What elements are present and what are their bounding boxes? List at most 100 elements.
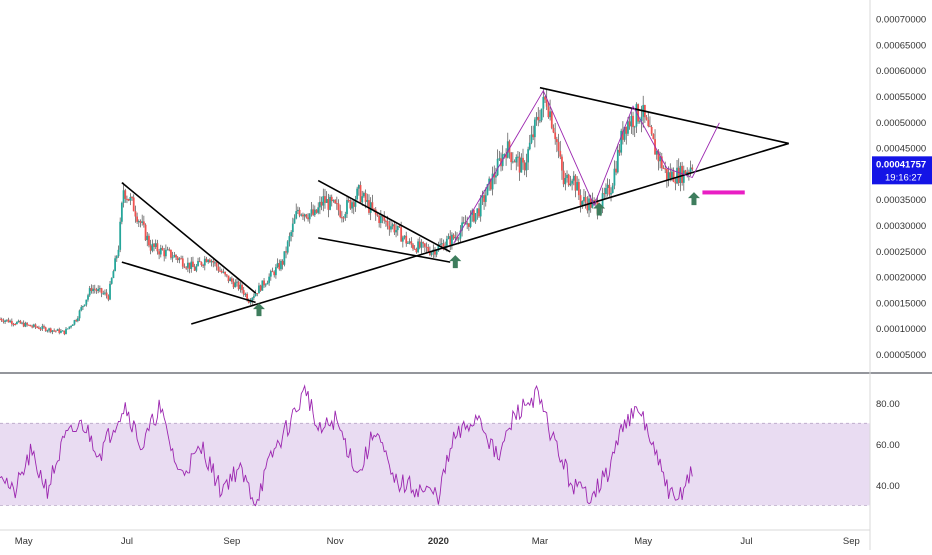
candle-body bbox=[339, 210, 342, 218]
candle-body bbox=[674, 182, 677, 184]
candle-body bbox=[149, 245, 152, 251]
candle-body bbox=[131, 196, 133, 198]
candle-body bbox=[405, 235, 408, 244]
candle-body bbox=[281, 260, 284, 265]
candle-body bbox=[591, 200, 594, 208]
candle-body bbox=[505, 154, 507, 158]
candle-body bbox=[65, 328, 67, 335]
candle-body bbox=[320, 201, 323, 206]
candle-body bbox=[466, 223, 469, 225]
candle-body bbox=[557, 142, 560, 151]
candle-body bbox=[359, 185, 362, 203]
candle-body bbox=[379, 215, 382, 223]
candle-body bbox=[285, 251, 287, 253]
candle-body bbox=[258, 285, 260, 294]
candle-body bbox=[325, 199, 328, 203]
candle-body bbox=[552, 127, 555, 133]
candle-body bbox=[605, 188, 607, 194]
price-pane bbox=[0, 86, 789, 336]
candle-body bbox=[298, 209, 301, 216]
price-axis-label: 0.00035000 bbox=[876, 195, 926, 206]
candle-body bbox=[489, 178, 492, 190]
candle-body bbox=[82, 306, 84, 308]
candle-body bbox=[581, 201, 584, 206]
candle-body bbox=[236, 281, 238, 283]
candle-body bbox=[445, 238, 448, 246]
candle-body bbox=[665, 168, 668, 181]
candle-body bbox=[435, 250, 438, 255]
candle-body bbox=[571, 180, 574, 184]
candle-body bbox=[158, 251, 161, 255]
candle-body bbox=[307, 217, 309, 220]
candle-body bbox=[134, 211, 137, 217]
candle-body bbox=[54, 330, 57, 332]
candle-body bbox=[43, 326, 45, 328]
candle-body bbox=[486, 184, 489, 196]
candle-body bbox=[293, 218, 296, 224]
time-axis-label: Jul bbox=[740, 536, 752, 547]
candle-body bbox=[337, 203, 340, 211]
candle-body bbox=[503, 154, 506, 156]
candle-body bbox=[313, 209, 316, 216]
candle-body bbox=[400, 227, 403, 242]
candle-body bbox=[583, 196, 585, 202]
candle-body bbox=[430, 252, 433, 255]
rsi-axis-label: 60.00 bbox=[876, 440, 900, 451]
candle-body bbox=[427, 247, 430, 252]
candle-body bbox=[83, 304, 86, 307]
candle-body bbox=[662, 168, 665, 170]
candle-body bbox=[70, 325, 72, 327]
candle-body bbox=[126, 198, 128, 200]
candle-body bbox=[87, 295, 89, 300]
price-axis-label: 0.00070000 bbox=[876, 15, 926, 26]
candle-body bbox=[547, 106, 550, 118]
candle-body bbox=[263, 280, 265, 286]
candle-body bbox=[566, 174, 568, 179]
candle-body bbox=[418, 241, 421, 248]
candle-body bbox=[495, 175, 497, 178]
candle-body bbox=[186, 262, 189, 268]
candle-body bbox=[14, 324, 17, 326]
candle-body bbox=[601, 193, 604, 209]
candle-body bbox=[335, 203, 338, 205]
candle-body bbox=[561, 156, 563, 171]
candle-body bbox=[550, 111, 553, 128]
time-axis-label: Nov bbox=[327, 536, 344, 547]
candle-body bbox=[528, 142, 531, 150]
candle-body bbox=[303, 214, 306, 217]
candle-body bbox=[12, 324, 15, 326]
candle-body bbox=[296, 209, 299, 212]
candle-body bbox=[413, 248, 416, 250]
candle-body bbox=[364, 192, 367, 202]
candle-body bbox=[366, 200, 369, 202]
candle-body bbox=[660, 156, 663, 169]
candle-body bbox=[467, 223, 470, 227]
candle-body bbox=[434, 249, 436, 255]
candle-body bbox=[332, 200, 335, 202]
candle-body bbox=[349, 200, 352, 209]
candle-body bbox=[672, 171, 675, 183]
candle-body bbox=[208, 259, 211, 263]
candle-body bbox=[689, 167, 692, 173]
price-tag-countdown: 19:16:27 bbox=[885, 172, 922, 183]
candle-body bbox=[625, 126, 628, 134]
rsi-axis-label: 40.00 bbox=[876, 481, 900, 492]
candle-body bbox=[407, 242, 409, 244]
candle-body bbox=[342, 217, 345, 219]
candle-body bbox=[396, 225, 399, 231]
candle-body bbox=[168, 249, 171, 251]
candle-body bbox=[368, 200, 370, 213]
candle-body bbox=[217, 266, 220, 271]
candle-body bbox=[347, 200, 350, 202]
candle-body bbox=[638, 121, 641, 123]
candle-body bbox=[49, 328, 52, 333]
candle-body bbox=[2, 320, 5, 322]
candle-body bbox=[484, 195, 487, 202]
candle-body bbox=[254, 293, 257, 297]
candle-body bbox=[127, 199, 130, 201]
candle-body bbox=[586, 202, 589, 211]
candle-body bbox=[572, 175, 575, 181]
candle-body bbox=[251, 297, 254, 302]
candle-body bbox=[356, 188, 359, 200]
